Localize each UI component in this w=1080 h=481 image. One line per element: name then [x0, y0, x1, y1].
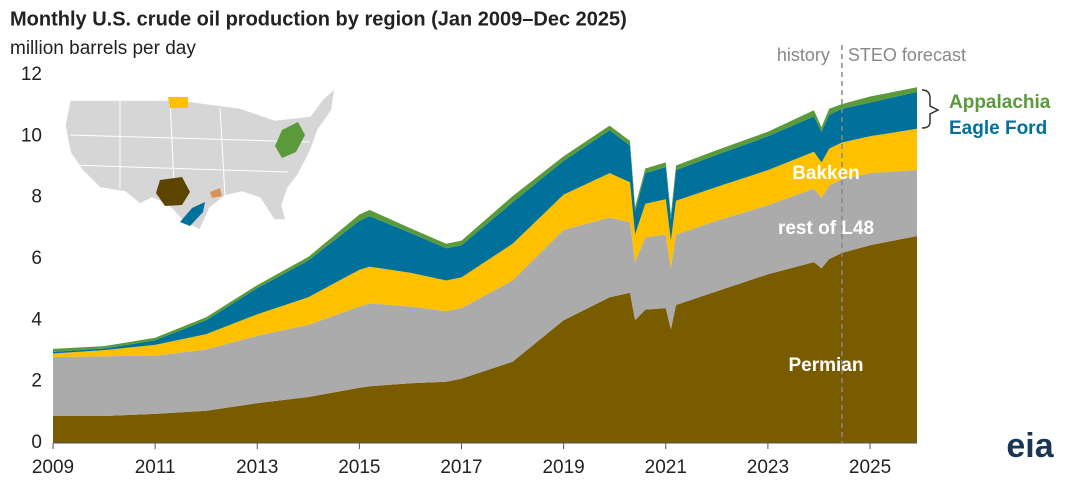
x-tick-label: 2023 [747, 457, 789, 478]
x-tick-label: 2019 [542, 457, 584, 478]
permian-region [156, 177, 190, 206]
x-tick-label: 2011 [135, 457, 176, 478]
y-tick-label: 0 [31, 432, 42, 453]
plot-area [53, 87, 917, 443]
x-tick-label: 2021 [645, 457, 687, 478]
chart-subtitle: million barrels per day [10, 38, 196, 59]
eagle-ford-region [180, 202, 205, 226]
bakken-region [168, 97, 188, 108]
other-region [210, 188, 222, 198]
series-label: Appalachia [949, 92, 1051, 113]
y-tick-label: 4 [31, 309, 42, 330]
series-label: Bakken [792, 163, 860, 184]
series-label: Eagle Ford [949, 118, 1047, 139]
appalachia-region [275, 122, 305, 158]
forecast-label: STEO forecast [848, 45, 966, 65]
chart-title: Monthly U.S. crude oil production by reg… [10, 8, 627, 30]
history-label: history [777, 45, 830, 65]
area [53, 91, 917, 354]
state-lines [69, 99, 311, 206]
y-tick-label: 2 [31, 371, 42, 392]
x-tick-label: 2009 [32, 457, 74, 478]
series-label: Permian [789, 355, 864, 376]
area [53, 236, 917, 443]
inset-map [64, 86, 337, 231]
x-tick-label: 2013 [236, 457, 278, 478]
label-bracket [921, 89, 940, 129]
series-label: rest of L48 [778, 218, 874, 239]
x-tick-label: 2025 [849, 457, 891, 478]
y-tick-label: 12 [21, 64, 42, 85]
x-tick-label: 2015 [338, 457, 380, 478]
y-tick-label: 10 [21, 125, 42, 146]
area [53, 128, 917, 358]
logo: eia [1006, 427, 1054, 465]
area [53, 87, 917, 352]
area [53, 170, 917, 416]
x-tick-label: 2017 [440, 457, 482, 478]
y-tick-label: 6 [31, 248, 42, 269]
us-outline [64, 86, 337, 231]
y-tick-label: 8 [31, 187, 42, 208]
